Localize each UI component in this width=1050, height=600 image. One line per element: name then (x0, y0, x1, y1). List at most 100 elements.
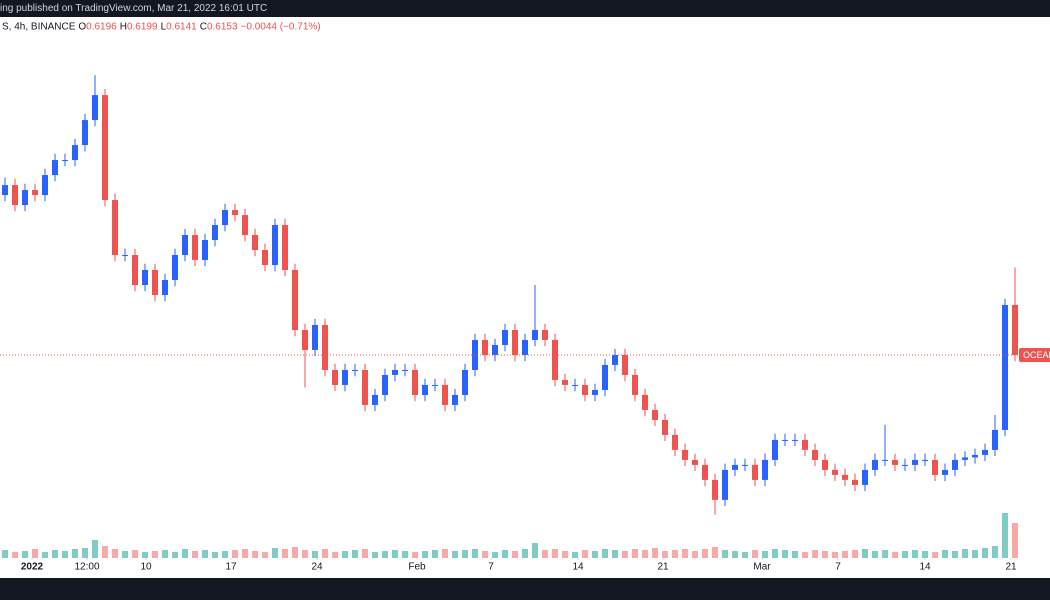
volume-bar (962, 549, 968, 558)
volume-bar (432, 550, 438, 558)
volume-bar (312, 551, 318, 558)
candle-body (722, 469, 728, 500)
top-bar (0, 0, 1050, 17)
candle-body (952, 459, 958, 470)
candle-body (62, 160, 68, 162)
volume-bar (482, 551, 488, 558)
volume-bar (822, 551, 828, 558)
volume-bar (232, 550, 238, 558)
candle-body (192, 235, 198, 261)
candle-body (1002, 304, 1008, 430)
candle-body (692, 459, 698, 465)
volume-bar (1012, 523, 1018, 558)
candle-body (1012, 304, 1018, 355)
ohlc-key: C (200, 22, 207, 33)
candle-body (932, 459, 938, 475)
ohlc-value: 0.6196 (86, 22, 117, 33)
candle-body (792, 439, 798, 441)
volume-bar (632, 549, 638, 558)
candle-body (382, 374, 388, 395)
candle-body (772, 439, 778, 460)
legend-header: S, 4h, BINANCE O 0.6196 H 0.6199 L 0.6141 C 0.61… (2, 22, 321, 33)
volume-bar (602, 549, 608, 558)
volume-bar (282, 549, 288, 558)
volume-bar (592, 551, 598, 558)
volume-bar (622, 551, 628, 558)
candle-body (562, 379, 568, 385)
candle-body (572, 384, 578, 386)
volume-bar (242, 549, 248, 558)
volume-bar (662, 551, 668, 558)
candle-body (432, 384, 438, 386)
candle-body (112, 200, 118, 256)
volume-bar (672, 550, 678, 558)
x-tick-label: 7 (488, 562, 494, 573)
candle-body (242, 215, 248, 236)
volume-bar (902, 551, 908, 558)
volume-bar (62, 551, 68, 558)
volume-bar (202, 550, 208, 558)
candle-body (302, 329, 308, 350)
candle-body (312, 324, 318, 350)
volume-bar (372, 552, 378, 558)
candle-body (742, 464, 748, 466)
candle-body (682, 449, 688, 460)
candle-body (992, 429, 998, 450)
volume-bar (92, 540, 98, 558)
candle-body (972, 454, 978, 458)
candle-body (152, 270, 158, 295)
candle-body (272, 225, 278, 266)
candle-body (712, 479, 718, 500)
volume-bar (152, 551, 158, 558)
volume-bar (832, 552, 838, 558)
volume-bar (682, 549, 688, 558)
candle-body (92, 95, 98, 121)
volume-bar (792, 551, 798, 558)
candle-body (672, 434, 678, 450)
volume-bar (692, 551, 698, 558)
candle-body (332, 369, 338, 385)
volume-bar (612, 550, 618, 558)
volume-bar (132, 550, 138, 558)
volume-bar (722, 550, 728, 558)
x-tick-label: 10 (140, 562, 152, 573)
volume-bar (912, 550, 918, 558)
ohlc-value: 0.6141 (166, 22, 197, 33)
volume-bar (192, 551, 198, 558)
candle-body (182, 235, 188, 256)
candle-body (422, 384, 428, 395)
candle-body (452, 394, 458, 405)
price-tag-bg (1019, 347, 1050, 362)
volume-bar (72, 549, 78, 558)
price-tag: OCEAN (1023, 350, 1050, 360)
candle-body (982, 449, 988, 455)
candle-body (262, 250, 268, 266)
volume-bar (472, 549, 478, 558)
x-tick-label: 14 (919, 562, 931, 573)
volume-bar (1002, 513, 1008, 558)
volume-bar (812, 550, 818, 558)
volume-bar (272, 548, 278, 558)
candle-body (442, 384, 448, 405)
volume-bar (742, 552, 748, 558)
volume-bar (262, 552, 268, 558)
volume-bar (652, 548, 658, 558)
x-tick-label: Feb (408, 562, 426, 573)
volume-bar (392, 550, 398, 558)
volume-bar (162, 550, 168, 558)
volume-bar (732, 551, 738, 558)
candle-body (592, 389, 598, 395)
volume-bar (362, 549, 368, 558)
volume-bar (2, 550, 8, 558)
candle-body (782, 439, 788, 441)
plot-background (0, 17, 1050, 578)
volume-bar (932, 552, 938, 558)
volume-bar (952, 551, 958, 558)
candle-body (132, 255, 138, 286)
volume-bar (992, 546, 998, 558)
ohlc-key: H (120, 22, 127, 33)
volume-bar (712, 547, 718, 558)
candle-body (342, 369, 348, 385)
change: −0.0044 (−0.71%) (241, 22, 321, 33)
volume-bar (702, 549, 708, 558)
